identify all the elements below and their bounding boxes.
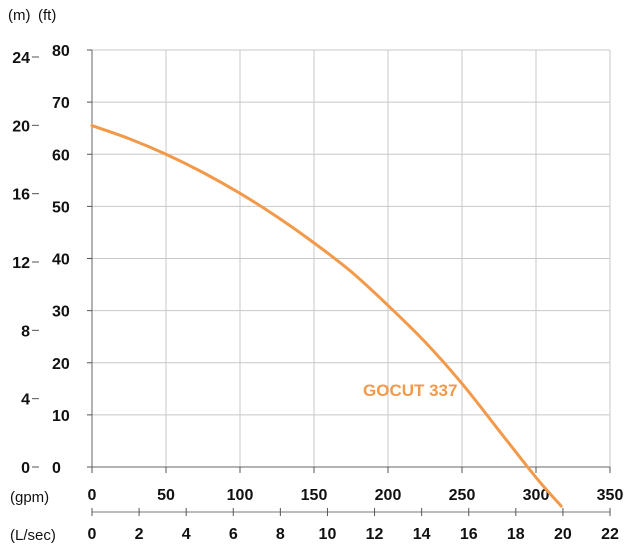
tick-label-m: 12 — [12, 255, 30, 272]
tick-label-lsec: 18 — [507, 526, 525, 543]
unit-label-ft: (ft) — [38, 7, 56, 24]
axes — [91, 50, 610, 513]
tick-label-ft: 0 — [52, 460, 61, 477]
tick-label-lsec: 4 — [182, 526, 191, 543]
tick-label-lsec: 12 — [366, 526, 384, 543]
tick-label-ft: 40 — [52, 252, 70, 269]
tick-label-lsec: 20 — [554, 526, 572, 543]
tick-label-ft: 10 — [52, 408, 70, 425]
tick-label-m: 4 — [21, 392, 30, 409]
tick-marks — [32, 49, 611, 516]
tick-label-gpm: 300 — [523, 487, 550, 504]
tick-label-gpm: 100 — [227, 487, 254, 504]
tick-label-lsec: 10 — [319, 526, 337, 543]
series-line-gocut-337 — [90, 124, 563, 508]
tick-label-lsec: 16 — [460, 526, 478, 543]
unit-label-lsec: (L/sec) — [10, 527, 56, 544]
tick-label-m: 20 — [12, 118, 30, 135]
tick-label-ft: 70 — [52, 95, 70, 112]
tick-label-ft: 20 — [52, 356, 70, 373]
tick-label-ft: 30 — [52, 304, 70, 321]
grid — [92, 49, 611, 467]
tick-label-lsec: 8 — [276, 526, 285, 543]
tick-label-ft: 80 — [52, 43, 70, 60]
tick-label-gpm: 250 — [449, 487, 476, 504]
tick-label-lsec: 2 — [135, 526, 144, 543]
tick-label-gpm: 350 — [597, 487, 624, 504]
tick-label-gpm: 50 — [157, 487, 175, 504]
tick-label-gpm: 0 — [88, 487, 97, 504]
series-label: GOCUT 337 — [363, 381, 457, 400]
tick-label-lsec: 0 — [88, 526, 97, 543]
tick-label-m: 8 — [21, 323, 30, 340]
tick-label-ft: 50 — [52, 199, 70, 216]
tick-label-m: 0 — [21, 460, 30, 477]
tick-label-gpm: 150 — [301, 487, 328, 504]
tick-label-lsec: 22 — [601, 526, 619, 543]
tick-label-m: 24 — [12, 50, 30, 67]
tick-label-ft: 60 — [52, 147, 70, 164]
tick-label-lsec: 14 — [413, 526, 431, 543]
tick-label-m: 16 — [12, 187, 30, 204]
tick-label-gpm: 200 — [375, 487, 402, 504]
unit-label-gpm: (gpm) — [10, 489, 49, 506]
tick-label-lsec: 6 — [229, 526, 238, 543]
unit-label-m: (m) — [8, 7, 31, 24]
